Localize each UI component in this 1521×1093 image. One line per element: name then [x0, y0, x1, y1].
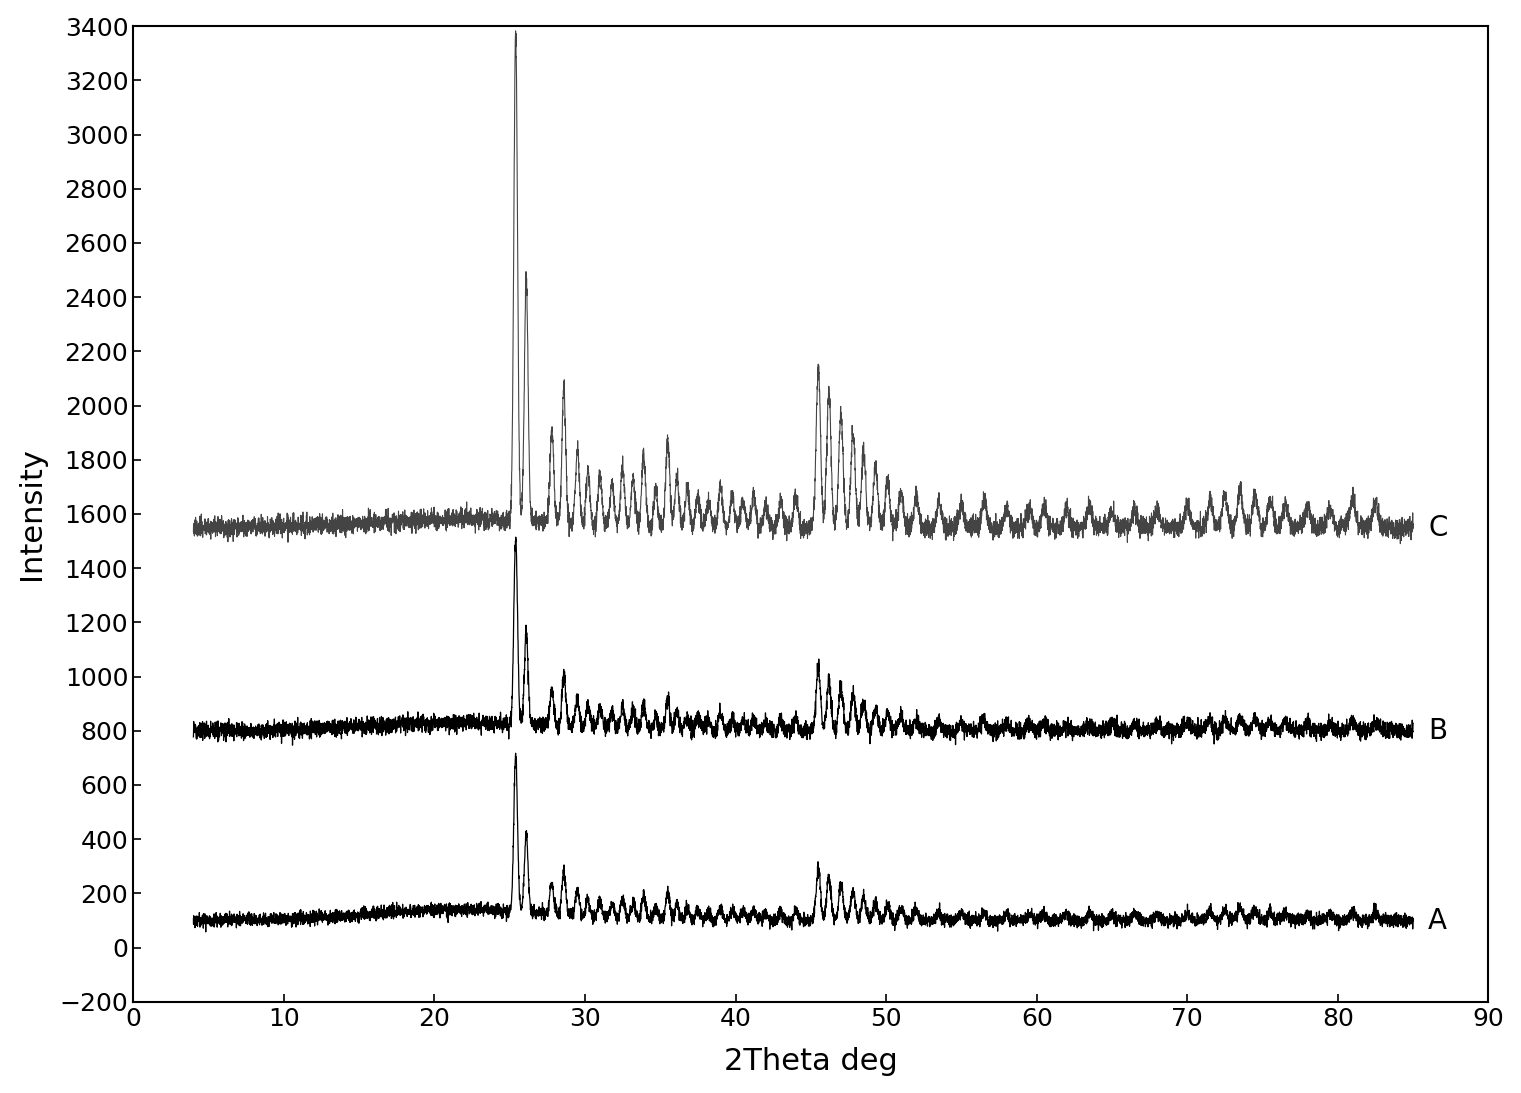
Y-axis label: Intensity: Intensity: [17, 447, 46, 580]
Text: C: C: [1428, 514, 1448, 541]
X-axis label: 2Theta deg: 2Theta deg: [724, 1047, 897, 1077]
Text: A: A: [1428, 906, 1446, 935]
Text: B: B: [1428, 717, 1448, 744]
